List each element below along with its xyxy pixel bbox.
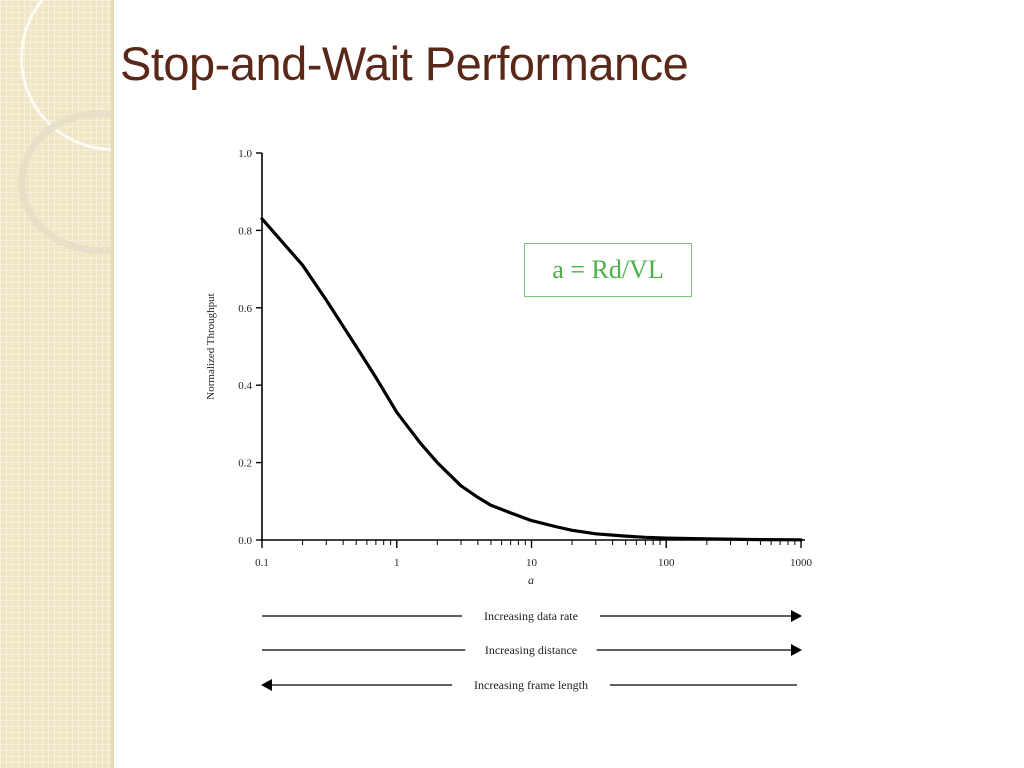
x-tick-label: 10 — [526, 557, 538, 569]
x-tick-label: 1000 — [790, 557, 813, 569]
arrow-label-bg — [462, 607, 600, 623]
y-tick-label: 0.8 — [238, 225, 252, 237]
side-band-edge — [111, 0, 114, 768]
arrow-label: Increasing frame length — [474, 678, 588, 692]
chart-axes — [261, 153, 805, 541]
x-axis-label: a — [528, 573, 534, 587]
arrow-row: Increasing frame length — [261, 676, 797, 692]
arrow-label: Increasing distance — [485, 643, 577, 657]
y-axis-label: Normalized Throughput — [205, 293, 217, 399]
arrowhead-right — [791, 644, 802, 656]
throughput-curve — [260, 217, 803, 542]
y-axis-ticks: 0.0 0.2 0.4 0.6 0.8 1.0 — [238, 148, 262, 547]
x-tick-label: 1 — [394, 557, 400, 569]
arrowhead-left — [261, 679, 272, 691]
arrow-label: Increasing data rate — [484, 609, 578, 623]
arrow-row: Increasing data rate — [262, 607, 802, 623]
y-tick-label: 0.4 — [238, 380, 252, 392]
arrow-label-bg — [465, 641, 597, 657]
arrow-label-bg — [452, 676, 610, 692]
y-tick-label: 0.6 — [238, 303, 252, 315]
formula-box: a = Rd/VL — [524, 243, 692, 297]
y-tick-label: 1.0 — [238, 148, 252, 160]
slide-title: Stop-and-Wait Performance — [120, 37, 689, 90]
x-tick-label: 100 — [658, 557, 675, 569]
y-tick-label: 0.2 — [238, 458, 252, 470]
decorative-side-band — [0, 0, 113, 768]
x-axis-ticks: 0.1 1 10 100 1000 — [255, 540, 813, 569]
y-tick-label: 0.0 — [238, 535, 252, 547]
arrowhead-right — [791, 610, 802, 622]
arrow-annotations: Increasing data rate Increasing distance I… — [261, 607, 802, 692]
arrow-row: Increasing distance — [262, 641, 802, 657]
x-tick-label: 0.1 — [255, 557, 269, 569]
